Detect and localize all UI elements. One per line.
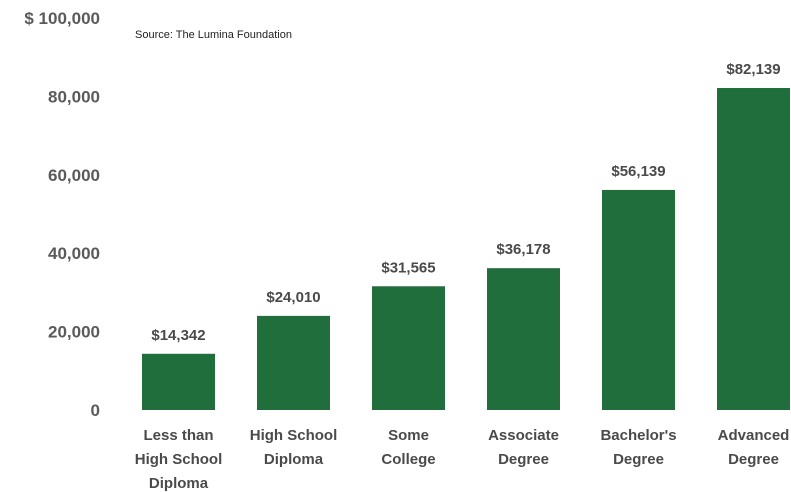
x-axis: Less than High School Diploma High School Di… — [135, 427, 790, 492]
y-tick-label: 20,000 — [48, 323, 100, 342]
bar-value-label: $56,139 — [611, 163, 665, 180]
bar-value-labels: $14,342 $24,010 $31,565 $36,178 $56,139 $82,1… — [151, 61, 780, 344]
bar-value-label: $14,342 — [151, 327, 205, 344]
category-label: High School Diploma — [250, 427, 338, 468]
category-label-line: Bachelor's — [600, 427, 676, 444]
y-tick-label: 80,000 — [48, 87, 100, 106]
category-label-line: Degree — [613, 451, 664, 468]
bar — [372, 286, 445, 410]
bar-value-label: $24,010 — [266, 289, 320, 306]
bar — [717, 88, 790, 410]
bar-value-label: $82,139 — [726, 61, 780, 78]
category-label-line: Diploma — [149, 475, 209, 492]
source-note: Source: The Lumina Foundation — [135, 29, 292, 41]
y-tick-label: 40,000 — [48, 244, 100, 263]
y-tick-label: 0 — [91, 401, 100, 420]
bar — [257, 315, 330, 410]
category-label-line: Some — [388, 427, 429, 444]
category-label: Associate Degree — [488, 427, 559, 468]
bars — [142, 88, 790, 410]
category-label-line: Associate — [488, 427, 559, 444]
y-axis: 0 20,000 40,000 60,000 80,000 $ 100,000 — [24, 9, 100, 420]
category-label: Less than High School Diploma — [135, 427, 223, 492]
bar — [487, 268, 560, 410]
category-label: Some College — [381, 427, 435, 468]
category-label-line: High School — [250, 427, 338, 444]
category-label-line: Diploma — [264, 451, 324, 468]
y-tick-label: $ 100,000 — [24, 9, 100, 28]
category-label-line: College — [381, 451, 435, 468]
category-label: Bachelor's Degree — [600, 427, 676, 468]
y-tick-label: 60,000 — [48, 166, 100, 185]
bar — [142, 353, 215, 410]
category-label-line: Advanced — [718, 427, 790, 444]
bar — [602, 189, 675, 410]
category-label-line: Degree — [498, 451, 549, 468]
bar-value-label: $31,565 — [381, 259, 435, 276]
category-label-line: Degree — [728, 451, 779, 468]
category-label: Advanced Degree — [718, 427, 790, 468]
bar-value-label: $36,178 — [496, 241, 550, 258]
category-label-line: High School — [135, 451, 223, 468]
category-label-line: Less than — [143, 427, 213, 444]
